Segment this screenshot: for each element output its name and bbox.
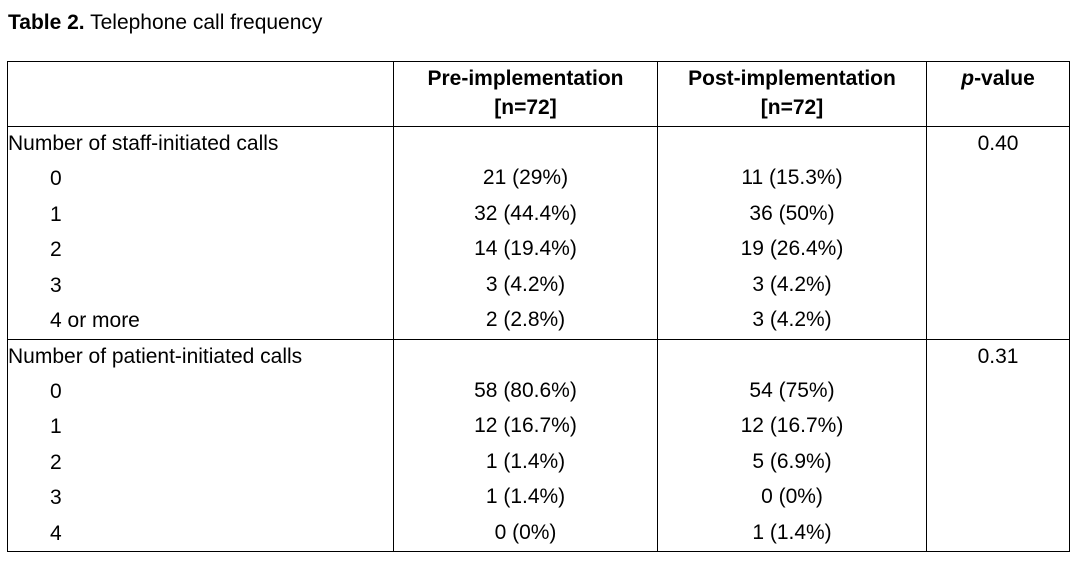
post-value-cell: 11 (15.3%) bbox=[657, 161, 927, 197]
empty-cell bbox=[926, 480, 1070, 516]
table-row: 1 12 (16.7%) 12 (16.7%) bbox=[7, 409, 1070, 445]
pre-value-cell: 0 (0%) bbox=[393, 515, 658, 552]
empty-cell bbox=[926, 303, 1070, 340]
p-value-cell: 0.31 bbox=[926, 339, 1070, 374]
header-p-value-rest: -value bbox=[974, 67, 1035, 90]
post-value-cell: 36 (50%) bbox=[657, 196, 927, 232]
pre-value-cell: 21 (29%) bbox=[393, 161, 658, 197]
post-value-cell: 54 (75%) bbox=[657, 373, 927, 409]
post-value-cell: 5 (6.9%) bbox=[657, 444, 927, 480]
table-row: 0 21 (29%) 11 (15.3%) bbox=[7, 161, 1070, 197]
post-value-cell: 0 (0%) bbox=[657, 480, 927, 516]
table-row: 3 3 (4.2%) 3 (4.2%) bbox=[7, 267, 1070, 303]
row-label: 2 bbox=[7, 232, 394, 268]
group-header-row: Number of staff-initiated calls 0.40 bbox=[7, 126, 1070, 161]
pre-value-cell: 2 (2.8%) bbox=[393, 303, 658, 340]
table-caption: Table 2. Telephone call frequency bbox=[8, 9, 322, 37]
row-label: 4 bbox=[7, 515, 394, 552]
post-value-cell: 19 (26.4%) bbox=[657, 232, 927, 268]
table-row: 3 1 (1.4%) 0 (0%) bbox=[7, 480, 1070, 516]
row-label: 1 bbox=[7, 196, 394, 232]
table-header-row: Pre-implementation [n=72] Post-implement… bbox=[7, 61, 1070, 127]
pre-value-cell: 14 (19.4%) bbox=[393, 232, 658, 268]
header-cell-empty bbox=[7, 61, 394, 127]
row-label: 0 bbox=[7, 161, 394, 197]
table-header: Pre-implementation [n=72] Post-implement… bbox=[7, 61, 1070, 127]
table-caption-title: Telephone call frequency bbox=[84, 11, 323, 34]
pre-value-cell: 12 (16.7%) bbox=[393, 409, 658, 445]
pre-value-cell: 3 (4.2%) bbox=[393, 267, 658, 303]
table-row: 2 14 (19.4%) 19 (26.4%) bbox=[7, 232, 1070, 268]
group-header-row: Number of patient-initiated calls 0.31 bbox=[7, 339, 1070, 374]
table-row: 4 0 (0%) 1 (1.4%) bbox=[7, 515, 1070, 552]
table-row: 4 or more 2 (2.8%) 3 (4.2%) bbox=[7, 303, 1070, 340]
post-value-cell: 3 (4.2%) bbox=[657, 267, 927, 303]
header-post-implementation: Post-implementation [n=72] bbox=[657, 61, 927, 127]
empty-cell bbox=[657, 126, 927, 161]
header-pre-title: Pre-implementation bbox=[427, 67, 624, 90]
row-label: 3 bbox=[7, 480, 394, 516]
header-post-title: Post-implementation bbox=[688, 67, 896, 90]
group-label: Number of patient-initiated calls bbox=[7, 339, 394, 374]
table-caption-label: Table 2. bbox=[8, 11, 85, 34]
group-label: Number of staff-initiated calls bbox=[7, 126, 394, 161]
table-row: 2 1 (1.4%) 5 (6.9%) bbox=[7, 444, 1070, 480]
header-p-value: p-value bbox=[926, 61, 1070, 127]
empty-cell bbox=[926, 196, 1070, 232]
post-value-cell: 12 (16.7%) bbox=[657, 409, 927, 445]
header-pre-implementation: Pre-implementation [n=72] bbox=[393, 61, 658, 127]
row-label: 3 bbox=[7, 267, 394, 303]
header-post-n: [n=72] bbox=[760, 96, 824, 119]
table-row: 0 58 (80.6%) 54 (75%) bbox=[7, 373, 1070, 409]
empty-cell bbox=[926, 373, 1070, 409]
row-label: 1 bbox=[7, 409, 394, 445]
post-value-cell: 3 (4.2%) bbox=[657, 303, 927, 340]
empty-cell bbox=[926, 515, 1070, 552]
p-value-cell: 0.40 bbox=[926, 126, 1070, 161]
empty-cell bbox=[926, 232, 1070, 268]
pre-value-cell: 58 (80.6%) bbox=[393, 373, 658, 409]
empty-cell bbox=[393, 126, 658, 161]
group-staff-initiated: Number of staff-initiated calls 0.40 0 2… bbox=[7, 126, 1070, 340]
post-value-cell: 1 (1.4%) bbox=[657, 515, 927, 552]
group-patient-initiated: Number of patient-initiated calls 0.31 0… bbox=[7, 339, 1070, 552]
empty-cell bbox=[926, 161, 1070, 197]
empty-cell bbox=[926, 444, 1070, 480]
row-label: 2 bbox=[7, 444, 394, 480]
empty-cell bbox=[926, 409, 1070, 445]
header-p-value-italic: p bbox=[961, 67, 975, 90]
pre-value-cell: 1 (1.4%) bbox=[393, 480, 658, 516]
row-label: 4 or more bbox=[7, 303, 394, 340]
empty-cell bbox=[657, 339, 927, 374]
call-frequency-table: Pre-implementation [n=72] Post-implement… bbox=[7, 61, 1070, 552]
pre-value-cell: 1 (1.4%) bbox=[393, 444, 658, 480]
empty-cell bbox=[926, 267, 1070, 303]
pre-value-cell: 32 (44.4%) bbox=[393, 196, 658, 232]
empty-cell bbox=[393, 339, 658, 374]
row-label: 0 bbox=[7, 373, 394, 409]
header-pre-n: [n=72] bbox=[494, 96, 557, 119]
table-row: 1 32 (44.4%) 36 (50%) bbox=[7, 196, 1070, 232]
